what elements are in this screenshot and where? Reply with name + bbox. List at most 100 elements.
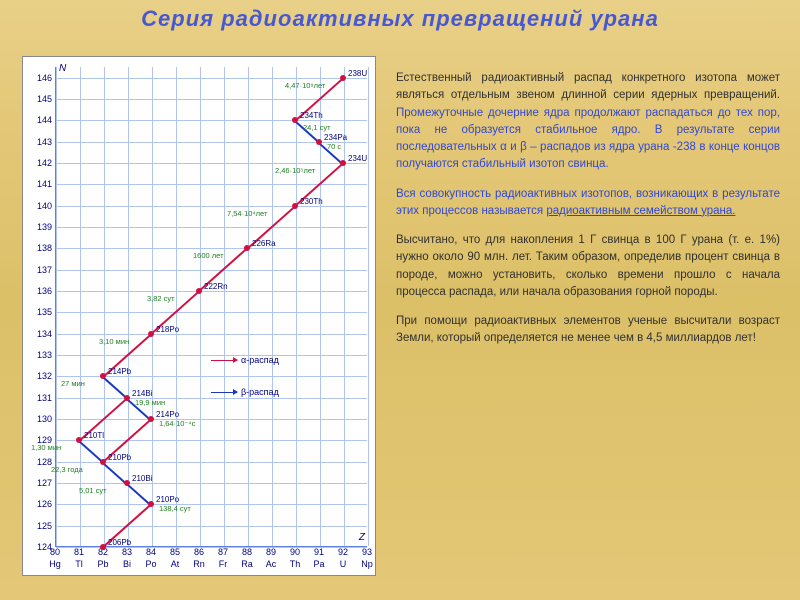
y-tick: 132: [27, 371, 52, 381]
half-life-label: 27 мин: [61, 379, 85, 388]
x-tick-z: 81: [74, 547, 84, 557]
half-life-label: 19,9 мин: [135, 398, 165, 407]
half-life-label: 2,46·10⁵лет: [275, 166, 315, 175]
half-life-label: 3,10 мин: [99, 337, 129, 346]
y-tick: 133: [27, 350, 52, 360]
x-tick-z: 88: [242, 547, 252, 557]
x-tick-el: Pa: [313, 559, 324, 569]
y-tick: 143: [27, 137, 52, 147]
x-tick-z: 80: [50, 547, 60, 557]
nuclide-point: [340, 75, 346, 81]
nuclide-point: [148, 331, 154, 337]
half-life-label: 138,4 сут: [159, 504, 191, 513]
nuclide-point: [100, 544, 106, 550]
p1-lead: Естественный радиоактивный распад конкре…: [396, 72, 780, 101]
nuclide-label: 206Pb: [108, 538, 131, 547]
x-tick-el: Ra: [241, 559, 253, 569]
nuclide-label: 222Rn: [204, 282, 228, 291]
y-tick: 146: [27, 73, 52, 83]
x-tick-el: Np: [361, 559, 373, 569]
nuclide-label: 214Bi: [132, 389, 152, 398]
nuclide-label: 226Ra: [252, 239, 276, 248]
y-tick: 142: [27, 158, 52, 168]
half-life-label: 4,47·10⁹лет: [285, 81, 325, 90]
x-tick-el: Rn: [193, 559, 205, 569]
half-life-label: 70 с: [327, 142, 341, 151]
y-tick: 127: [27, 478, 52, 488]
paragraph-4: При помощи радиоактивных элементов учены…: [396, 313, 780, 348]
y-tick: 145: [27, 94, 52, 104]
p1-highlight: Промежуточные дочерние ядра продолжают р…: [396, 107, 780, 171]
nuclide-label: 238U: [348, 69, 367, 78]
y-tick: 140: [27, 201, 52, 211]
y-tick: 134: [27, 329, 52, 339]
x-tick-z: 91: [314, 547, 324, 557]
x-tick-el: Hg: [49, 559, 61, 569]
decay-chart: N Z 124125126127128129130131132133134135…: [22, 56, 376, 576]
x-tick-z: 85: [170, 547, 180, 557]
nuclide-point: [148, 416, 154, 422]
x-tick-el: At: [171, 559, 180, 569]
x-tick-z: 89: [266, 547, 276, 557]
y-tick: 124: [27, 542, 52, 552]
half-life-label: 1,30 мин: [31, 443, 61, 452]
x-tick-el: Fr: [219, 559, 228, 569]
x-tick-z: 92: [338, 547, 348, 557]
y-tick: 137: [27, 265, 52, 275]
nuclide-point: [316, 139, 322, 145]
nuclide-point: [244, 245, 250, 251]
y-tick: 139: [27, 222, 52, 232]
x-tick-el: Ac: [266, 559, 277, 569]
half-life-label: 24,1 сут: [303, 123, 331, 132]
paragraph-2: Вся совокупность радиоактивных изотопов,…: [396, 186, 780, 221]
nuclide-label: 234U: [348, 154, 367, 163]
y-tick: 141: [27, 179, 52, 189]
y-tick: 144: [27, 115, 52, 125]
nuclide-point: [196, 288, 202, 294]
half-life-label: 5,01 сут: [79, 486, 107, 495]
nuclide-label: 214Pb: [108, 367, 131, 376]
x-tick-z: 87: [218, 547, 228, 557]
nuclide-point: [124, 395, 130, 401]
y-tick: 131: [27, 393, 52, 403]
nuclide-label: 218Po: [156, 325, 179, 334]
x-tick-z: 84: [146, 547, 156, 557]
half-life-label: 1,64·10⁻⁴с: [159, 419, 195, 428]
half-life-label: 22,3 года: [51, 465, 83, 474]
y-tick: 136: [27, 286, 52, 296]
paragraph-1: Естественный радиоактивный распад конкре…: [396, 70, 780, 174]
y-tick: 128: [27, 457, 52, 467]
x-tick-z: 90: [290, 547, 300, 557]
y-tick: 138: [27, 243, 52, 253]
half-life-label: 1600 лет: [193, 251, 224, 260]
nuclide-point: [100, 373, 106, 379]
y-tick: 125: [27, 521, 52, 531]
nuclide-point: [100, 459, 106, 465]
nuclide-label: 210Po: [156, 495, 179, 504]
nuclide-point: [76, 437, 82, 443]
y-tick: 130: [27, 414, 52, 424]
x-tick-el: Th: [290, 559, 301, 569]
nuclide-label: 210Bi: [132, 474, 152, 483]
nuclide-point: [292, 203, 298, 209]
nuclide-label: 210Pb: [108, 453, 131, 462]
page-title: Серия радиоактивных превращений урана: [0, 6, 800, 32]
x-tick-el: Pb: [97, 559, 108, 569]
half-life-label: 7,54·10⁴лет: [227, 209, 267, 218]
x-tick-el: U: [340, 559, 347, 569]
x-tick-el: Tl: [75, 559, 83, 569]
nuclide-label: 234Pa: [324, 133, 347, 142]
x-tick-z: 83: [122, 547, 132, 557]
nuclide-point: [124, 480, 130, 486]
x-tick-z: 86: [194, 547, 204, 557]
y-tick: 126: [27, 499, 52, 509]
p2-link: радиоактивным семейством урана.: [546, 205, 735, 217]
x-tick-z: 93: [362, 547, 372, 557]
nuclide-point: [340, 160, 346, 166]
x-tick-el: Bi: [123, 559, 131, 569]
nuclide-label: 230Th: [300, 197, 323, 206]
text-content: Естественный радиоактивный распад конкре…: [396, 70, 780, 360]
nuclide-label: 214Po: [156, 410, 179, 419]
x-tick-el: Po: [145, 559, 156, 569]
nuclide-point: [148, 501, 154, 507]
